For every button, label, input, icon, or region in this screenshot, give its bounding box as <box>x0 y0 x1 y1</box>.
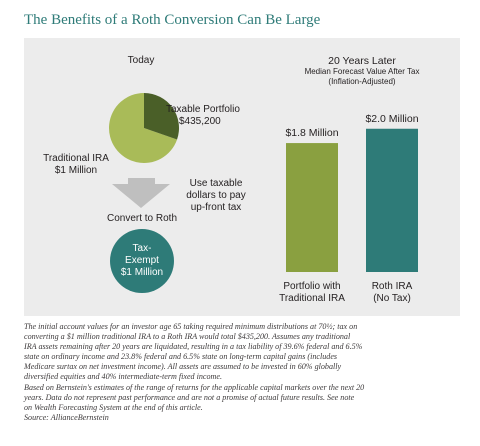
bar-category-label: Portfolio with <box>283 281 341 292</box>
down-arrow-icon <box>112 178 170 208</box>
footnote-line: Based on Bernstein's estimates of the ra… <box>24 382 365 392</box>
bar-traditional <box>286 143 338 272</box>
circle-text-line1: Tax- <box>132 243 152 254</box>
arrow-note-line1: Use taxable <box>189 178 243 189</box>
chart-title: The Benefits of a Roth Conversion Can Be… <box>24 12 321 28</box>
circle-text-line3: $1 Million <box>120 267 164 278</box>
arrow-note-line3: up-front tax <box>190 202 242 213</box>
footnote-line: Medicare surtax on net investment income… <box>24 362 342 372</box>
footnote-line: The initial account values for an invest… <box>24 322 358 331</box>
bar-heading-line3: (Inflation-Adjusted) <box>328 77 396 86</box>
circle-text-line2: Exempt <box>125 255 159 266</box>
traditional-label-line1: Traditional IRA <box>43 153 109 164</box>
today-heading: Today <box>127 55 155 66</box>
bar-roth <box>366 128 418 272</box>
pie-slice-traditional-ira <box>108 93 178 163</box>
bar-category-label: Traditional IRA <box>279 293 345 304</box>
bar-heading-line1: 20 Years Later <box>328 55 396 67</box>
footnote: The initial account values for an invest… <box>24 322 464 423</box>
footnote-line: state on ordinary income and 23.8% feder… <box>24 352 338 362</box>
bar-category-label: Roth IRA <box>371 281 413 292</box>
footnote-line: years. Data do not represent past perfor… <box>24 392 355 402</box>
traditional-label-line2: $1 Million <box>54 165 98 176</box>
convert-label: Convert to Roth <box>106 213 178 224</box>
arrow-note-line2: dollars to pay <box>186 190 246 201</box>
bar-category-label: (No Tax) <box>373 293 411 304</box>
bar-heading-line2: Median Forecast Value After Tax <box>304 67 420 76</box>
taxable-label-line1: Taxable Portfolio <box>166 104 240 115</box>
footnote-line: IRA assets remaining after 20 years are … <box>24 342 363 352</box>
roth-circle <box>110 229 174 293</box>
pie-slice-taxable-portfolio <box>144 93 179 140</box>
bar-value-label: $2.0 Million <box>365 112 419 125</box>
footnote-line: converting a $1 million traditional IRA … <box>24 332 351 342</box>
footnote-line: diversified equities and 40% intermediat… <box>24 372 223 382</box>
footnote-line: on Wealth Forecasting System at the end … <box>24 402 203 412</box>
bar-value-label: $1.8 Million <box>285 127 339 140</box>
footnote-line: Source: AllianceBernstein <box>24 412 109 422</box>
bar-chart-heading: 20 Years Later Median Forecast Value Aft… <box>272 55 452 87</box>
taxable-label-line2: $435,200 <box>179 116 221 127</box>
